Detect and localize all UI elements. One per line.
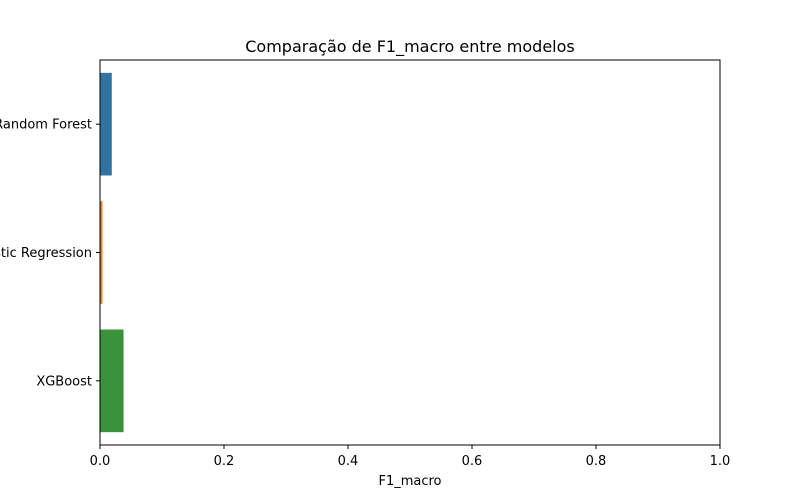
chart-title: Comparação de F1_macro entre modelos <box>245 37 574 57</box>
plot-area: Random Forest Logistic Regression XGBoost 0… <box>0 59 731 469</box>
y-tick-label: XGBoost <box>36 374 92 389</box>
x-tick-label: 0.2 <box>214 454 235 469</box>
x-tick-label: 1.0 <box>710 454 731 469</box>
x-tick-label: 0.8 <box>586 454 607 469</box>
plot-frame <box>99 59 721 446</box>
y-tick-label: Random Forest <box>0 118 92 133</box>
x-tick-label: 0.4 <box>338 454 359 469</box>
bar-xgboost <box>100 329 124 433</box>
bar-random-forest <box>100 72 112 176</box>
y-tick-label: Logistic Regression <box>0 246 92 261</box>
bar-logistic-regression <box>100 201 103 304</box>
x-axis-label: F1_macro <box>378 474 441 489</box>
x-tick-label: 0.0 <box>90 454 111 469</box>
x-tick-label: 0.6 <box>462 454 483 469</box>
